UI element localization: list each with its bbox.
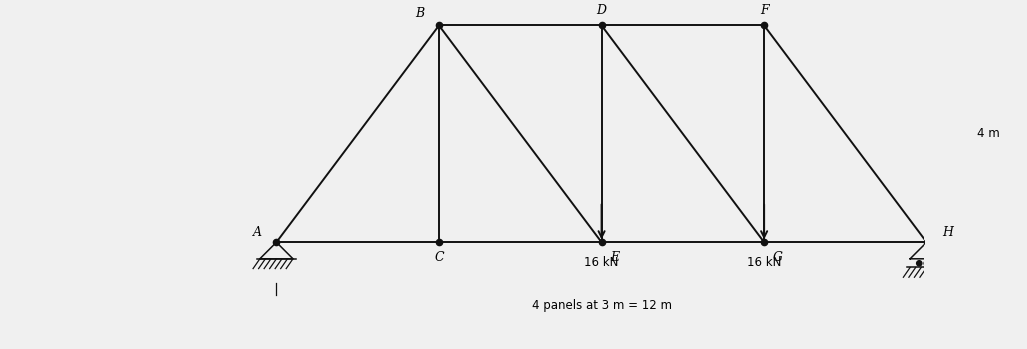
- Text: F: F: [760, 4, 768, 17]
- Text: H: H: [943, 226, 953, 239]
- Circle shape: [924, 261, 929, 266]
- Text: D: D: [597, 4, 607, 17]
- Text: C: C: [434, 251, 444, 264]
- Text: 4 m: 4 m: [977, 127, 1000, 140]
- Text: 4 panels at 3 m = 12 m: 4 panels at 3 m = 12 m: [532, 299, 672, 312]
- Circle shape: [931, 261, 937, 266]
- Text: E: E: [610, 251, 619, 264]
- Text: 16 kN: 16 kN: [747, 256, 782, 269]
- Text: G: G: [772, 251, 783, 264]
- Text: A: A: [253, 226, 262, 239]
- Text: B: B: [416, 7, 425, 20]
- Text: 16 kN: 16 kN: [584, 256, 618, 269]
- Circle shape: [917, 261, 922, 266]
